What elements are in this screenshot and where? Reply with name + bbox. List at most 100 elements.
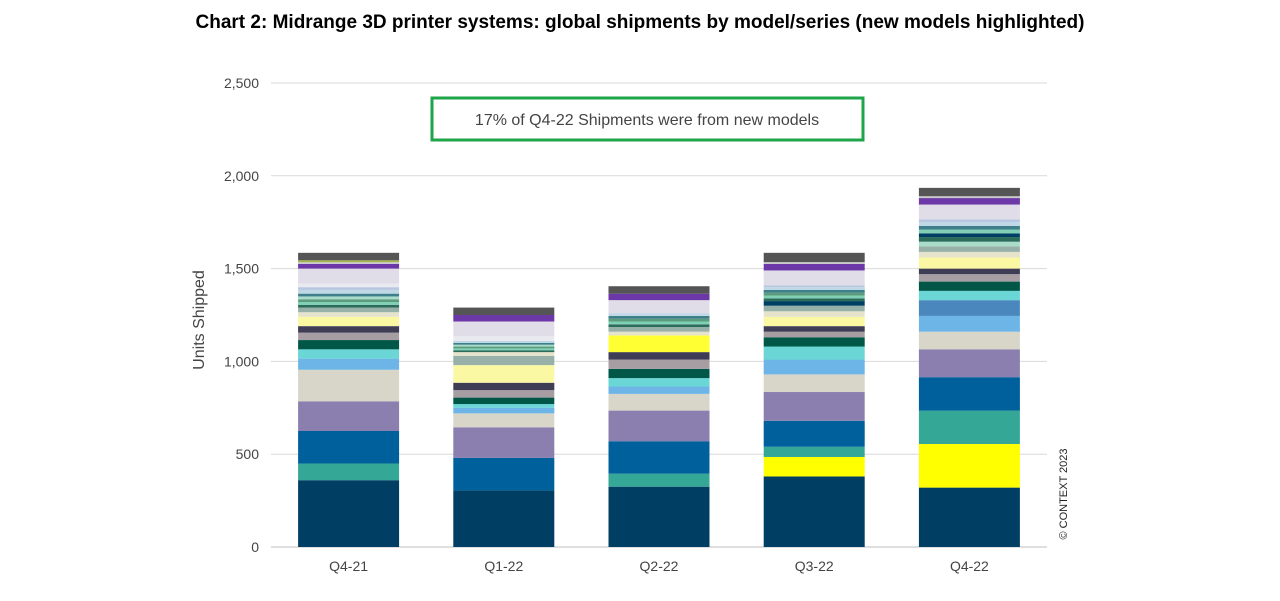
bar-segment	[763, 316, 865, 327]
bar-segment	[918, 241, 1020, 247]
annotation-text: 17% of Q4-22 Shipments were from new mod…	[475, 112, 819, 129]
bar-segment	[918, 274, 1020, 282]
bar-segment	[608, 352, 710, 360]
copyright-text: © CONTEXT 2023	[1058, 448, 1070, 539]
bar-segment	[453, 355, 555, 366]
bar-segment	[298, 369, 400, 402]
x-tick-label: Q1-22	[484, 558, 523, 574]
bar-segment	[298, 289, 400, 294]
bar-segment	[918, 187, 1020, 197]
bar-segment	[763, 305, 865, 312]
bar-segment	[453, 348, 555, 351]
bar-segment	[918, 257, 1020, 269]
bar-segment	[453, 342, 555, 345]
bar-segment	[918, 331, 1020, 350]
bar-segment	[763, 262, 865, 264]
bar-segment	[453, 340, 555, 343]
bar-segment	[918, 219, 1020, 223]
bar-segment	[763, 295, 865, 299]
bar-segment	[298, 332, 400, 341]
bar-segment	[298, 358, 400, 370]
bar-segment	[918, 204, 1020, 220]
x-tick-label: Q4-22	[950, 558, 989, 574]
y-tick-label: 0	[251, 539, 259, 555]
bar-segment	[608, 313, 710, 316]
bar-segment	[918, 196, 1020, 199]
y-tick-label: 2,000	[224, 168, 259, 184]
bar-segment	[298, 263, 400, 269]
bar-segment	[763, 301, 865, 306]
bar-segment	[298, 296, 400, 300]
bar-segment	[918, 443, 1020, 488]
bar-segment	[608, 324, 710, 328]
y-tick-label: 500	[236, 446, 260, 462]
x-tick-label: Q3-22	[795, 558, 834, 574]
bar-segment	[298, 340, 400, 350]
bar-segment	[453, 346, 555, 349]
bar-segment	[608, 321, 710, 325]
bar-stack-Q3-22	[763, 252, 865, 547]
bar-segment	[453, 350, 555, 353]
bar-segment	[763, 476, 865, 547]
y-tick-label: 1,000	[224, 353, 259, 369]
bar-segment	[298, 262, 400, 264]
bar-segment	[918, 229, 1020, 234]
bar-segment	[763, 285, 865, 288]
bar-segment	[298, 463, 400, 481]
bar-stack-Q2-22	[608, 286, 710, 547]
bar-segment	[918, 487, 1020, 547]
bar-segment	[608, 486, 710, 547]
bar-segment	[298, 326, 400, 333]
bar-stack-Q4-22	[918, 187, 1020, 547]
bar-segment	[763, 346, 865, 360]
bar-segment	[453, 315, 555, 322]
bar-segment	[453, 390, 555, 398]
bar-segment	[453, 344, 555, 347]
bar-segment	[453, 407, 555, 414]
bar-segment	[763, 263, 865, 271]
bar-segment	[453, 457, 555, 491]
bar-segment	[763, 331, 865, 338]
bar-segment	[298, 349, 400, 359]
bar-segment	[298, 401, 400, 431]
bar-segment	[298, 304, 400, 308]
bar-segment	[453, 336, 555, 341]
x-tick-label: Q2-22	[640, 558, 679, 574]
bar-segment	[608, 441, 710, 474]
bar-segment	[763, 311, 865, 317]
bar-stack-Q1-22	[453, 307, 555, 547]
bar-segment	[608, 335, 710, 353]
bar-segment	[453, 307, 555, 315]
bar-segment	[608, 327, 710, 332]
bar-segment	[453, 321, 555, 337]
bar-segment	[453, 404, 555, 408]
bar-segment	[453, 490, 555, 547]
bar-segment	[763, 392, 865, 421]
y-axis-label: Units Shipped	[191, 270, 208, 370]
bar-segment	[918, 377, 1020, 411]
bar-segment	[608, 473, 710, 487]
bar-segment	[763, 359, 865, 375]
bar-segment	[608, 393, 710, 411]
bar-segment	[298, 302, 400, 305]
bar-segment	[763, 456, 865, 477]
bar-segment	[298, 252, 400, 261]
bar-segment	[453, 397, 555, 405]
bar-segment	[608, 293, 710, 301]
chart-title: Chart 2: Midrange 3D printer systems: gl…	[195, 12, 1085, 33]
bar-segment	[298, 431, 400, 464]
bar-segment	[918, 315, 1020, 332]
bar-segment	[298, 268, 400, 284]
bar-segment	[298, 307, 400, 313]
bar-segment	[453, 382, 555, 391]
bar-segment	[763, 289, 865, 293]
bar-segment	[298, 283, 400, 288]
bar-segment	[298, 287, 400, 290]
bar-segment	[608, 331, 710, 336]
bar-segment	[763, 292, 865, 296]
bar-segment	[763, 298, 865, 302]
bar-segment	[918, 300, 1020, 316]
bar-segment	[608, 368, 710, 379]
bar-segment	[763, 252, 865, 263]
